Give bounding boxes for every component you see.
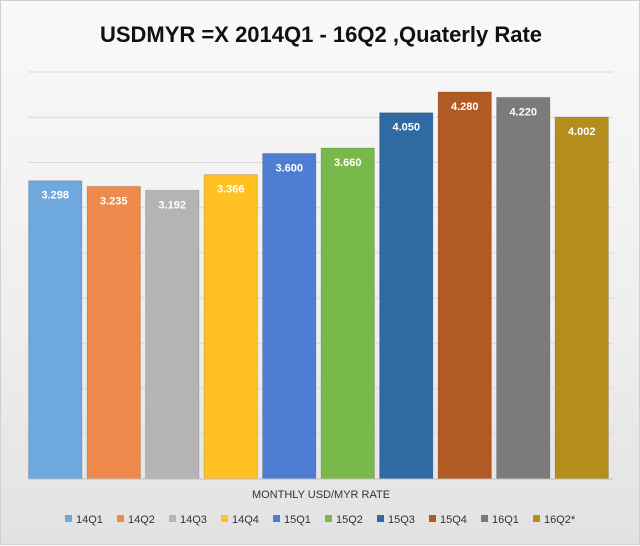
data-labels: 3.298 3.235 3.192 3.366 3.600 3.660 4.050 4.280… [41,101,595,211]
legend-swatch [481,515,488,522]
legend-label: 14Q4 [232,514,259,526]
data-label: 4.002 [568,126,596,138]
legend-swatch [533,515,540,522]
data-label: 4.050 [392,122,420,134]
bar-14Q3 [145,189,200,480]
legend-swatch [325,515,332,522]
data-label: 4.280 [451,101,479,113]
bar-14Q4 [203,174,258,480]
data-label: 3.192 [158,199,186,211]
bar-14Q2 [86,185,141,480]
legend-label: 15Q3 [388,514,415,526]
legend-swatch [273,515,280,522]
data-label: 3.298 [41,190,69,202]
legend-swatch [377,515,384,522]
data-label: 3.600 [275,162,303,174]
legend-label: 14Q3 [180,514,207,526]
legend-swatch [169,515,176,522]
bar-15Q1 [262,152,317,480]
bar-16Q1 [496,96,551,480]
legend-label: 14Q1 [76,514,103,526]
legend: 14Q1 14Q2 14Q3 14Q4 15Q1 15Q2 15Q3 15Q4 16Q1 16Q2… [65,514,576,526]
data-label: 4.220 [509,106,537,118]
legend-label: 16Q1 [492,514,519,526]
data-label: 3.235 [100,195,128,207]
legend-label: 15Q2 [336,514,363,526]
bar-15Q2 [320,147,375,480]
legend-swatch [65,515,72,522]
legend-swatch [117,515,124,522]
legend-label: 14Q2 [128,514,155,526]
legend-swatch [221,515,228,522]
legend-label: 15Q4 [440,514,467,526]
x-axis-title: MONTHLY USD/MYR RATE [252,489,390,501]
data-label: 3.660 [334,157,362,169]
legend-label: 15Q1 [284,514,311,526]
bar-16Q2 [554,116,609,480]
legend-swatch [429,515,436,522]
data-label: 3.366 [217,184,245,196]
bar-15Q4 [437,91,492,480]
legend-label: 16Q2* [544,514,576,526]
bar-14Q1 [28,180,83,480]
chart-title: USDMYR =X 2014Q1 - 16Q2 ,Quaterly Rate [100,22,542,47]
bars [28,91,609,480]
bar-15Q3 [379,112,434,480]
